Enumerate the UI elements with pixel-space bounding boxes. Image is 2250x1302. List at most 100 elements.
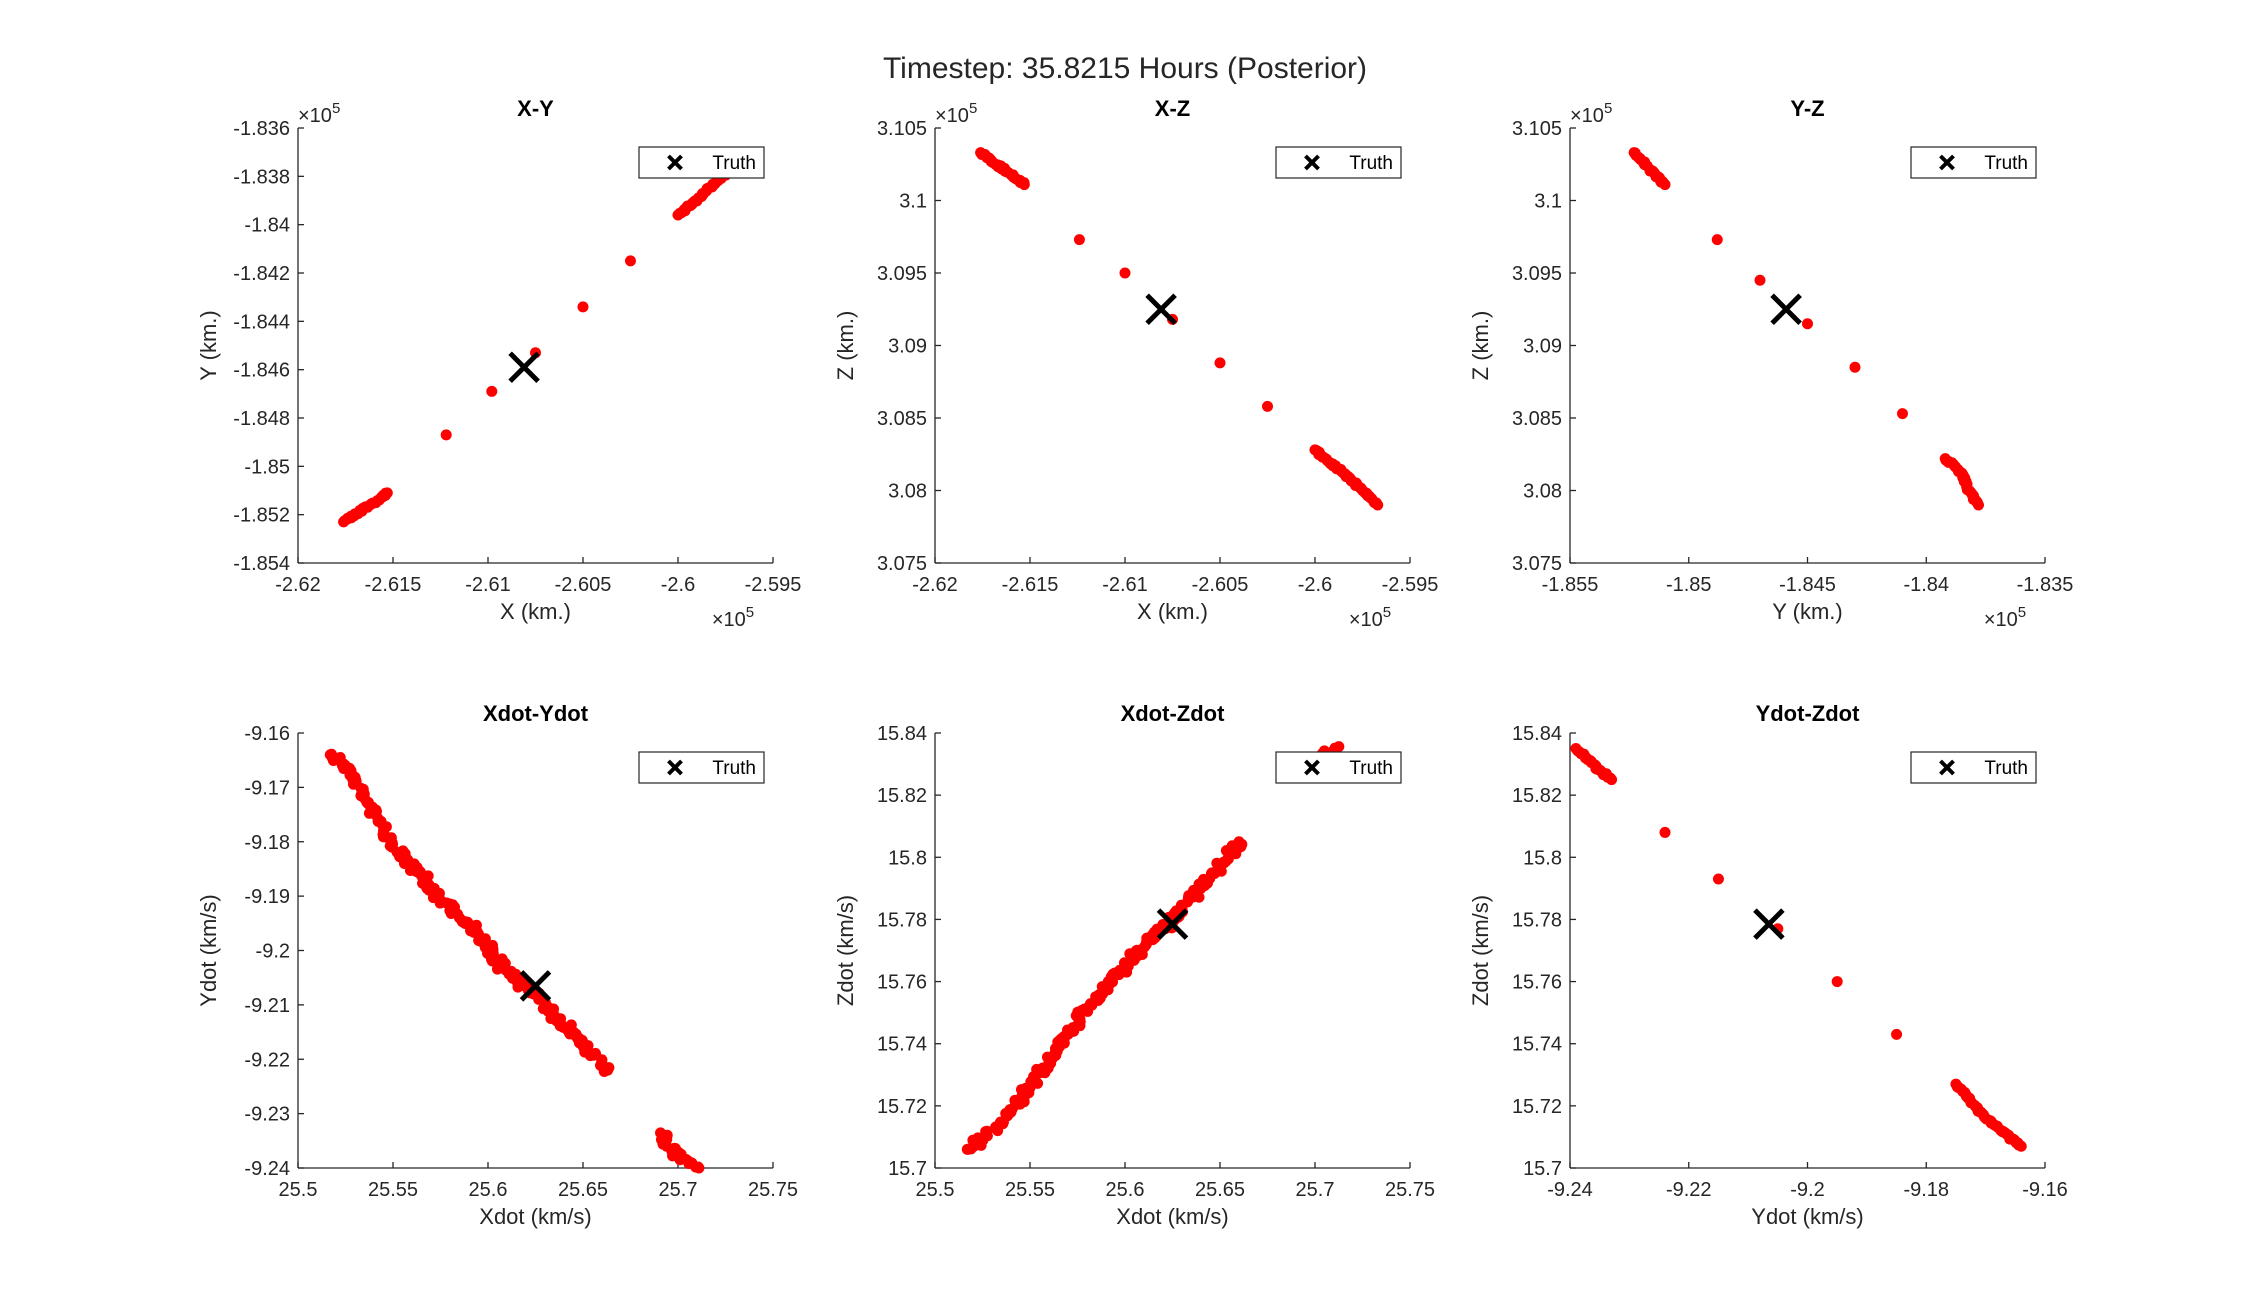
x-tick-label: -2.615: [1002, 574, 1059, 596]
data-point: [362, 796, 374, 808]
data-point: [582, 1040, 594, 1052]
x-axis-label: X (km.): [1137, 599, 1208, 624]
figure-title: Timestep: 35.8215 Hours (Posterior): [883, 52, 1367, 85]
panel-title: Xdot-Ydot: [483, 701, 589, 726]
x-tick-label: -2.595: [1382, 574, 1439, 596]
x-tick-label: -2.6: [1298, 574, 1332, 596]
data-point: [381, 487, 393, 499]
panel-title: Ydot-Zdot: [1756, 701, 1861, 726]
data-point: [1973, 499, 1984, 511]
data-point: [1119, 267, 1131, 279]
data-point: [693, 1162, 705, 1174]
data-point: [486, 385, 498, 397]
y-tick-label: 15.78: [1512, 909, 1562, 931]
y-tick-label: -9.16: [244, 723, 290, 745]
y-tick-label: 3.075: [877, 553, 927, 575]
y-tick-label: -1.846: [233, 360, 290, 382]
data-point: [440, 429, 452, 441]
x-axis-label: X (km.): [500, 599, 571, 624]
y-tick-label: 15.74: [1512, 1034, 1562, 1056]
data-point: [1802, 318, 1813, 330]
x-axis-label: Xdot (km/s): [479, 1204, 591, 1229]
x-tick-label: -9.24: [1547, 1179, 1593, 1201]
panel-title: X-Y: [517, 96, 554, 121]
legend-label: Truth: [1349, 758, 1393, 779]
y-tick-label: -1.854: [233, 553, 290, 575]
y-axis-label: Zdot (km/s): [833, 895, 858, 1006]
y-tick-label: 15.74: [877, 1034, 927, 1056]
y-tick-label: 3.105: [1512, 118, 1562, 140]
data-point: [577, 301, 589, 313]
y-exponent-label: ×105: [298, 100, 340, 127]
y-tick-label: 3.105: [877, 118, 927, 140]
y-tick-label: 3.075: [1512, 553, 1562, 575]
data-point: [981, 1125, 993, 1137]
x-tick-label: 25.6: [469, 1179, 508, 1201]
data-point: [1897, 408, 1908, 420]
y-tick-label: 15.7: [888, 1158, 927, 1180]
y-axis-label: Z (km.): [1468, 311, 1493, 381]
y-tick-label: 15.7: [1523, 1158, 1562, 1180]
y-axis-label: Ydot (km/s): [196, 894, 221, 1006]
x-tick-label: -2.62: [912, 574, 958, 596]
x-tick-label: -2.6: [661, 574, 695, 596]
panel-title: Y-Z: [1790, 96, 1824, 121]
x-exponent-label: ×105: [1349, 604, 1391, 631]
particle-cloud: [975, 147, 1384, 511]
data-point: [1330, 743, 1342, 755]
x-tick-label: 25.7: [1296, 1179, 1335, 1201]
x-tick-label: -2.605: [1192, 574, 1249, 596]
y-tick-label: -9.2: [256, 941, 290, 963]
particle-cloud: [1628, 147, 1984, 511]
x-tick-label: 25.65: [558, 1179, 608, 1201]
y-tick-label: 3.095: [1512, 263, 1562, 285]
legend: Truth: [1910, 146, 2037, 179]
panel-y-z: -1.855 -1.85 -1.845 -1.84 -1.835 3.075 3.08 3.0…: [1468, 96, 2073, 631]
panel-title: X-Z: [1155, 96, 1190, 121]
data-point: [1073, 234, 1085, 246]
y-tick-label: -1.844: [233, 311, 290, 333]
y-tick-label: 15.84: [1512, 723, 1562, 745]
x-tick-label: -1.84: [1903, 574, 1949, 596]
x-tick-label: 25.7: [659, 1179, 698, 1201]
truth-marker: [1770, 293, 1802, 326]
x-tick-label: -9.16: [2022, 1179, 2068, 1201]
panel-xdot-zdot: 25.5 25.55 25.6 25.65 25.7 25.75 15.7 15.72 15.7…: [833, 701, 1435, 1229]
x-tick-label: -1.845: [1779, 574, 1836, 596]
x-tick-label: 25.6: [1106, 1179, 1145, 1201]
y-tick-label: 15.72: [1512, 1096, 1562, 1118]
data-point: [1606, 774, 1618, 786]
data-point: [1214, 357, 1226, 369]
data-point: [2015, 1140, 2027, 1152]
data-point: [1372, 499, 1384, 511]
x-tick-label: -9.2: [1790, 1179, 1824, 1201]
x-tick-label: 25.65: [1195, 1179, 1245, 1201]
x-tick-label: -2.595: [745, 574, 802, 596]
data-point: [1711, 234, 1723, 246]
y-tick-label: -9.23: [244, 1104, 290, 1126]
x-tick-label: -2.605: [555, 574, 612, 596]
x-exponent-label: ×105: [712, 604, 754, 631]
x-tick-label: 25.55: [1005, 1179, 1055, 1201]
x-tick-label: -1.855: [1542, 574, 1599, 596]
y-tick-label: -9.17: [244, 777, 290, 799]
data-point: [625, 255, 636, 267]
y-tick-label: 3.09: [888, 336, 927, 358]
panel-x-z: -2.62 -2.615 -2.61 -2.605 -2.6 -2.595 3.075 3.0…: [833, 96, 1438, 631]
y-tick-label: 15.82: [877, 785, 927, 807]
x-tick-label: -2.61: [1102, 574, 1148, 596]
x-tick-label: 25.5: [916, 1179, 955, 1201]
y-tick-label: -1.84: [244, 215, 290, 237]
legend: Truth: [638, 751, 765, 784]
x-tick-label: -9.22: [1666, 1179, 1712, 1201]
y-axis-label: Zdot (km/s): [1468, 895, 1493, 1006]
data-point: [1659, 826, 1671, 838]
panel-xdot-ydot: 25.5 25.55 25.6 25.65 25.7 25.75 -9.24 -9.23 -9.…: [196, 701, 798, 1229]
y-tick-label: -9.21: [244, 995, 290, 1017]
y-tick-label: -1.848: [233, 408, 290, 430]
y-tick-label: 3.1: [899, 191, 927, 213]
particle-cloud: [338, 153, 750, 528]
x-axis-label: Y (km.): [1772, 599, 1842, 624]
truth-marker: [1156, 908, 1189, 940]
y-tick-label: -9.19: [244, 886, 290, 908]
